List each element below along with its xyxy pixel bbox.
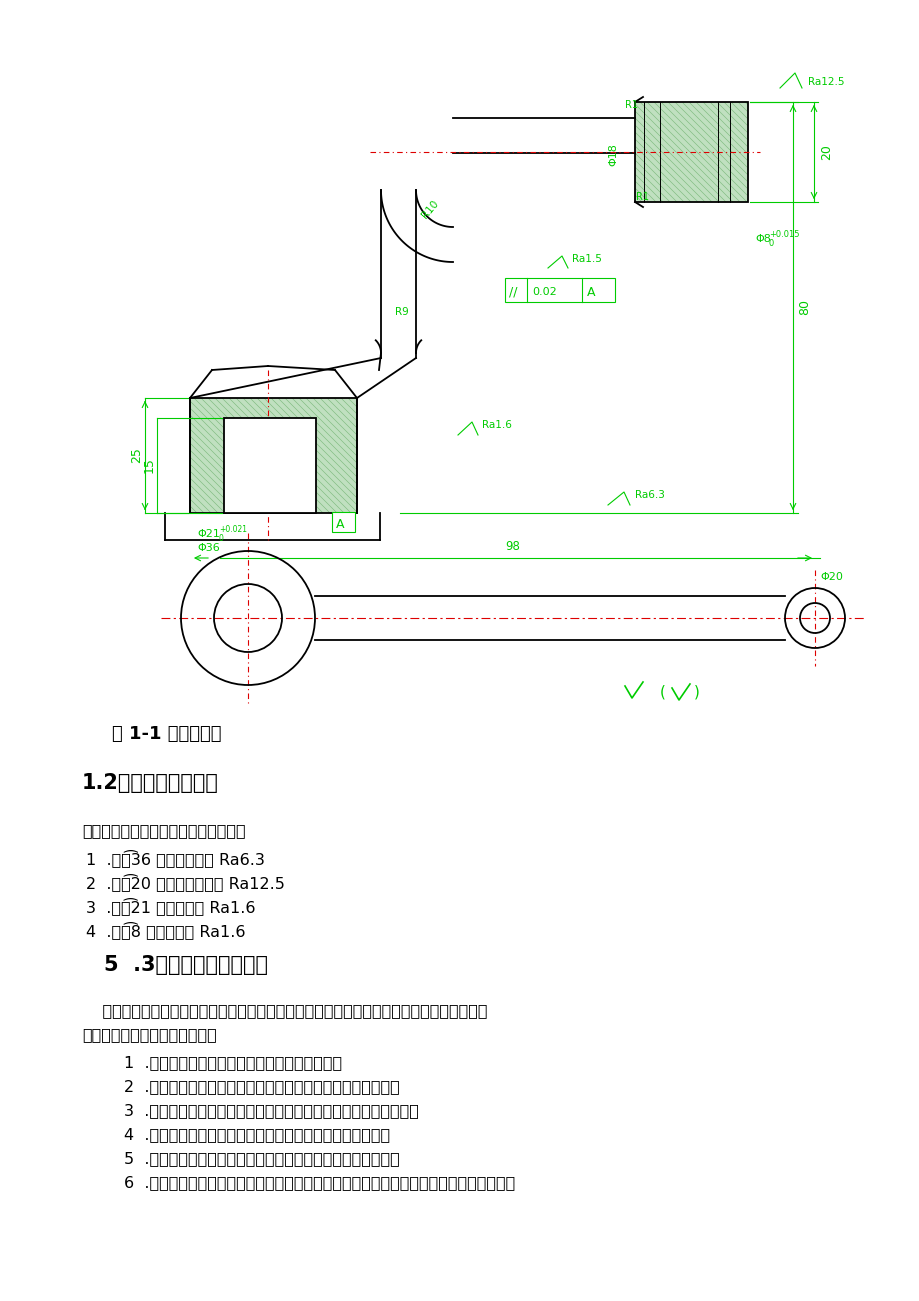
Text: 1.2零件技术条件分析: 1.2零件技术条件分析 (82, 773, 219, 794)
Text: 25: 25 (130, 448, 142, 463)
Bar (190, 398, 357, 513)
Text: 3  .手把͡21 孔，粗糙度 Ra1.6: 3 .手把͡21 孔，粗糙度 Ra1.6 (85, 896, 255, 915)
Bar (634, 101, 747, 202)
Text: 图 1-1 手把零件图: 图 1-1 手把零件图 (112, 725, 221, 743)
Text: 15: 15 (142, 457, 156, 474)
Text: 0.02: 0.02 (531, 288, 556, 297)
Text: 6  .将支承面改为台阶式，将加工面铸出凸台、保留精加工面的必要长度，以减少加工面，: 6 .将支承面改为台阶式，将加工面铸出凸台、保留精加工面的必要长度，以减少加工面… (124, 1175, 515, 1190)
Text: A: A (586, 285, 595, 298)
Bar (505, 278, 614, 302)
Text: Φ18: Φ18 (607, 143, 618, 167)
Text: Ra1.6: Ra1.6 (482, 420, 511, 431)
Text: 手把共有四个加工表面，现分述如下：: 手把共有四个加工表面，现分述如下： (82, 824, 245, 838)
Text: 零件的结构的工艺性是指所设计的零件在满足使用要求的前提下，制造的可行性与经济性。: 零件的结构的工艺性是指所设计的零件在满足使用要求的前提下，制造的可行性与经济性。 (82, 1003, 487, 1017)
Bar (223, 418, 315, 513)
Text: 2  .改为通孔或扩大中间孔可减少装夹次数，保证孔的同轴度。: 2 .改为通孔或扩大中间孔可减少装夹次数，保证孔的同轴度。 (124, 1079, 400, 1094)
Text: Ra1.5: Ra1.5 (572, 254, 601, 264)
Text: Ra12.5: Ra12.5 (807, 77, 844, 87)
Text: 2  .手把͡20 两端面，粗糙度 Ra12.5: 2 .手把͡20 两端面，粗糙度 Ra12.5 (85, 873, 285, 891)
Text: Φ21: Φ21 (197, 530, 220, 539)
Text: 98: 98 (505, 540, 519, 553)
Text: 20: 20 (819, 144, 832, 160)
Text: 1  .避免设置倾斜的加工面，以便减少装夹次数。: 1 .避免设置倾斜的加工面，以便减少装夹次数。 (124, 1055, 342, 1069)
Bar (190, 398, 357, 513)
Text: 80: 80 (797, 299, 811, 315)
Text: 0: 0 (219, 533, 223, 543)
Text: 3  .被加工表面设置在同一平面，可一次走刀加工，缩短调整时间。: 3 .被加工表面设置在同一平面，可一次走刀加工，缩短调整时间。 (124, 1103, 418, 1118)
Bar (332, 513, 355, 532)
Text: (: ( (659, 684, 665, 700)
Text: R1: R1 (635, 193, 648, 202)
Text: 5  .加工螺纹时应留有退刀槽，或具有螺纹尾扣，以方便退刀。: 5 .加工螺纹时应留有退刀槽，或具有螺纹尾扣，以方便退刀。 (124, 1151, 400, 1166)
Text: 4  .手把͡8 孔，粗糙度 Ra1.6: 4 .手把͡8 孔，粗糙度 Ra1.6 (85, 921, 245, 939)
Text: Φ20: Φ20 (819, 572, 842, 582)
Text: //: // (508, 285, 517, 298)
Text: 0: 0 (768, 239, 774, 248)
Text: 4  .避免内表面、内凹面的加工，利于提高效率，保证精度。: 4 .避免内表面、内凹面的加工，利于提高效率，保证精度。 (124, 1127, 390, 1142)
Text: Φ36: Φ36 (197, 543, 220, 553)
Bar (634, 101, 747, 202)
Text: R1: R1 (624, 100, 637, 111)
Text: R9: R9 (394, 307, 408, 317)
Text: 1  .手把͡36 端面，粗糙度 Ra6.3: 1 .手把͡36 端面，粗糙度 Ra6.3 (85, 850, 265, 866)
Text: 5  .3零件结构工艺性分析: 5 .3零件结构工艺性分析 (104, 955, 267, 974)
Text: +0.021: +0.021 (219, 526, 246, 533)
Text: Φ8: Φ8 (754, 234, 770, 245)
Text: A: A (335, 518, 344, 531)
Text: +0.015: +0.015 (768, 230, 799, 239)
Text: Ra6.3: Ra6.3 (634, 490, 664, 500)
Text: 零件结构工艺性审查如下所述：: 零件结构工艺性审查如下所述： (82, 1026, 217, 1042)
Text: R10: R10 (420, 198, 440, 220)
Text: ): ) (693, 684, 699, 700)
